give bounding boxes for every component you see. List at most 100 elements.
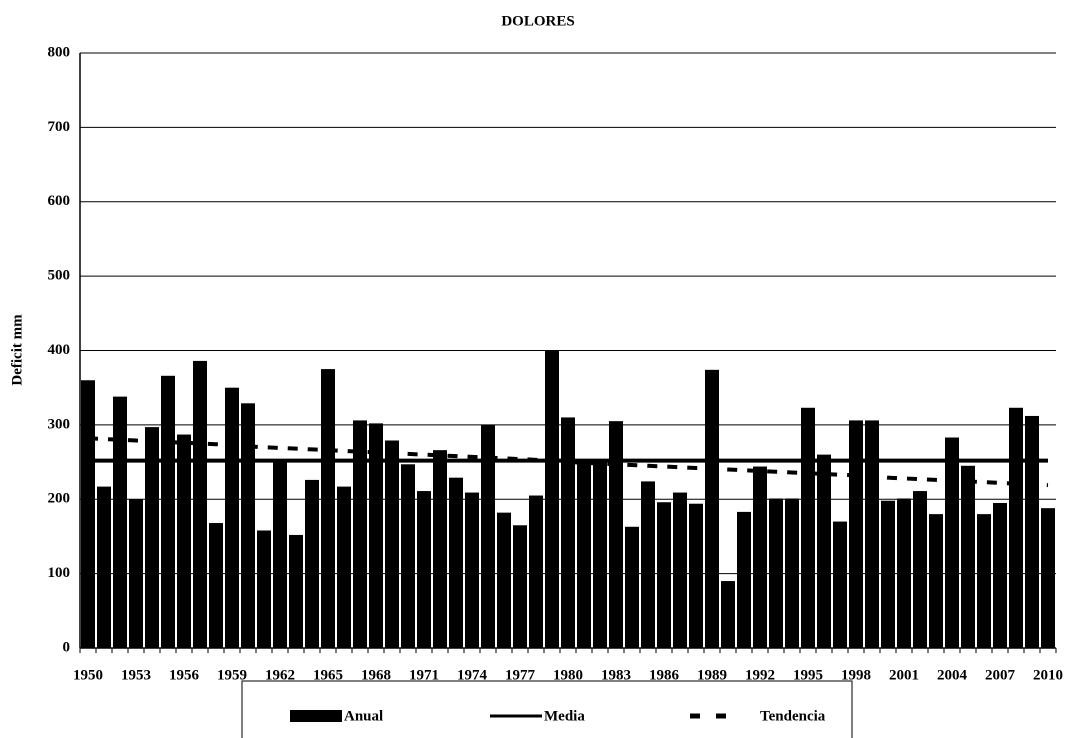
x-tick-label: 1980 bbox=[553, 667, 583, 683]
bar bbox=[353, 420, 367, 648]
bar bbox=[81, 380, 95, 648]
bar bbox=[145, 427, 159, 648]
bar bbox=[673, 492, 687, 648]
x-tick-label: 2001 bbox=[889, 667, 919, 683]
bar bbox=[305, 479, 319, 648]
bar bbox=[177, 434, 191, 648]
bar bbox=[481, 424, 495, 648]
y-tick-label: 0 bbox=[63, 639, 71, 655]
bar bbox=[833, 521, 847, 648]
bar bbox=[769, 498, 783, 648]
y-tick-label: 800 bbox=[48, 44, 71, 60]
x-tick-label: 1959 bbox=[217, 667, 247, 683]
x-tick-label: 1965 bbox=[313, 667, 343, 683]
bar bbox=[689, 503, 703, 648]
legend-label: Media bbox=[544, 708, 585, 724]
bar bbox=[993, 502, 1007, 648]
x-tick-label: 1974 bbox=[457, 667, 488, 683]
bar bbox=[97, 486, 111, 648]
bar bbox=[961, 465, 975, 648]
bar bbox=[369, 423, 383, 648]
bar bbox=[497, 512, 511, 648]
y-tick-label: 100 bbox=[48, 565, 71, 581]
bar bbox=[433, 450, 447, 648]
x-tick-label: 1956 bbox=[169, 667, 200, 683]
bar bbox=[625, 526, 639, 648]
chart-title: DOLORES bbox=[501, 13, 574, 29]
x-tick-label: 1977 bbox=[505, 667, 536, 683]
bar bbox=[945, 437, 959, 648]
y-tick-label: 700 bbox=[48, 119, 71, 135]
x-tick-label: 1968 bbox=[361, 667, 391, 683]
y-tick-label: 500 bbox=[48, 268, 71, 284]
bar bbox=[465, 492, 479, 648]
bar bbox=[513, 525, 527, 648]
y-axis-label: Deficit mm bbox=[9, 314, 25, 386]
bar bbox=[721, 581, 735, 648]
x-tick-label: 1962 bbox=[265, 667, 295, 683]
bar bbox=[865, 420, 879, 648]
bar bbox=[337, 486, 351, 648]
bar bbox=[417, 491, 431, 648]
legend-box bbox=[241, 680, 853, 738]
x-tick-label: 2007 bbox=[985, 667, 1016, 683]
bar bbox=[977, 514, 991, 648]
x-tick-label: 1998 bbox=[841, 667, 871, 683]
x-tick-label: 2004 bbox=[937, 667, 968, 683]
bar bbox=[113, 396, 127, 648]
legend-label: Anual bbox=[344, 708, 383, 724]
x-tick-label: 1986 bbox=[649, 667, 680, 683]
bar bbox=[241, 403, 255, 648]
bar bbox=[129, 499, 143, 648]
legend-label: Tendencia bbox=[760, 708, 826, 724]
bar bbox=[577, 459, 591, 648]
bar bbox=[385, 440, 399, 648]
bar bbox=[593, 459, 607, 648]
bar bbox=[753, 466, 767, 648]
bar bbox=[209, 523, 223, 648]
bar bbox=[1025, 415, 1039, 648]
x-tick-label: 1995 bbox=[793, 667, 823, 683]
bar bbox=[913, 491, 927, 648]
bar bbox=[545, 350, 559, 648]
bar bbox=[225, 387, 239, 648]
x-tick-label: 1989 bbox=[697, 667, 727, 683]
bar bbox=[1041, 508, 1055, 648]
bar bbox=[705, 369, 719, 648]
y-tick-label: 200 bbox=[48, 491, 71, 507]
legend-swatch bbox=[290, 710, 342, 722]
bar bbox=[881, 500, 895, 648]
y-tick-label: 600 bbox=[48, 193, 71, 209]
bar bbox=[897, 498, 911, 648]
y-tick-label: 400 bbox=[48, 342, 71, 358]
bar bbox=[657, 502, 671, 648]
x-tick-label: 2010 bbox=[1033, 667, 1063, 683]
bar bbox=[817, 454, 831, 648]
bar bbox=[289, 534, 303, 648]
bar bbox=[561, 417, 575, 648]
bar bbox=[801, 407, 815, 648]
bar bbox=[161, 375, 175, 648]
x-tick-label: 1971 bbox=[409, 667, 439, 683]
bar bbox=[785, 498, 799, 648]
bar bbox=[1009, 407, 1023, 648]
bar bbox=[321, 369, 335, 648]
bar bbox=[849, 420, 863, 648]
bar bbox=[257, 530, 271, 648]
y-tick-label: 300 bbox=[48, 416, 71, 432]
bar bbox=[193, 360, 207, 648]
bar bbox=[273, 460, 287, 648]
x-tick-label: 1950 bbox=[73, 667, 103, 683]
bar bbox=[737, 511, 751, 648]
bar bbox=[929, 514, 943, 648]
bar bbox=[641, 481, 655, 648]
bar bbox=[449, 477, 463, 648]
x-tick-label: 1992 bbox=[745, 667, 775, 683]
x-tick-label: 1983 bbox=[601, 667, 631, 683]
bar bbox=[609, 421, 623, 648]
x-tick-label: 1953 bbox=[121, 667, 151, 683]
bar bbox=[401, 464, 415, 648]
bar bbox=[529, 495, 543, 648]
